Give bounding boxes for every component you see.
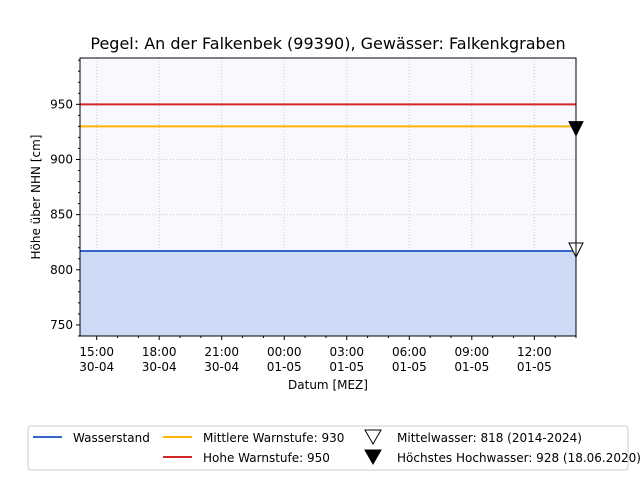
legend-label-hoechstes-hochwasser: Höchstes Hochwasser: 928 (18.06.2020) xyxy=(397,451,640,465)
x-axis-label: Datum [MEZ] xyxy=(288,378,368,392)
x-tick-label-time: 03:00 xyxy=(329,345,364,359)
x-tick-label-date: 01-05 xyxy=(267,360,302,374)
legend-label-mittelwasser: Mittelwasser: 818 (2014-2024) xyxy=(397,431,582,445)
plot-frame xyxy=(79,57,577,337)
y-tick-label: 800 xyxy=(50,263,73,277)
x-tick-label-date: 01-05 xyxy=(517,360,552,374)
x-tick-label-time: 21:00 xyxy=(204,345,239,359)
chart-title: Pegel: An der Falkenbek (99390), Gewässe… xyxy=(90,34,565,53)
legend-swatch-hoechstes-hochwasser-icon xyxy=(364,449,382,466)
x-tick-label-date: 01-05 xyxy=(329,360,364,374)
x-tick-label-date: 30-04 xyxy=(204,360,239,374)
y-tick-label: 850 xyxy=(50,208,73,222)
legend: Wasserstand Mittlere Warnstufe: 930 Hohe… xyxy=(27,425,640,471)
x-tick-label-time: 06:00 xyxy=(392,345,427,359)
legend-swatch-mittelwasser-icon xyxy=(364,429,382,446)
legend-label-wasserstand: Wasserstand xyxy=(73,431,150,445)
x-tick-label-time: 12:00 xyxy=(517,345,552,359)
x-tick-label-time: 15:00 xyxy=(79,345,114,359)
y-tick-label: 950 xyxy=(50,97,73,111)
y-tick-label: 750 xyxy=(50,318,73,332)
series-layer xyxy=(80,103,584,336)
series-area-wasserstand xyxy=(80,251,576,336)
x-tick-label-time: 00:00 xyxy=(267,345,302,359)
x-tick-label-time: 18:00 xyxy=(142,345,177,359)
x-tick-label-date: 30-04 xyxy=(142,360,177,374)
y-axis-label: Höhe über NHN [cm] xyxy=(29,135,43,260)
x-tick-label-time: 09:00 xyxy=(455,345,490,359)
x-tick-label-date: 01-05 xyxy=(392,360,427,374)
x-tick-label-date: 01-05 xyxy=(454,360,489,374)
axes-ticks: 75080085090095015:0030-0418:0030-0421:00… xyxy=(50,59,577,374)
legend-label-hohe-warnstufe: Hohe Warnstufe: 950 xyxy=(203,451,330,465)
x-tick-label-date: 30-04 xyxy=(79,360,114,374)
y-tick-label: 900 xyxy=(50,152,73,166)
legend-label-mittlere-warnstufe: Mittlere Warnstufe: 930 xyxy=(203,431,344,445)
